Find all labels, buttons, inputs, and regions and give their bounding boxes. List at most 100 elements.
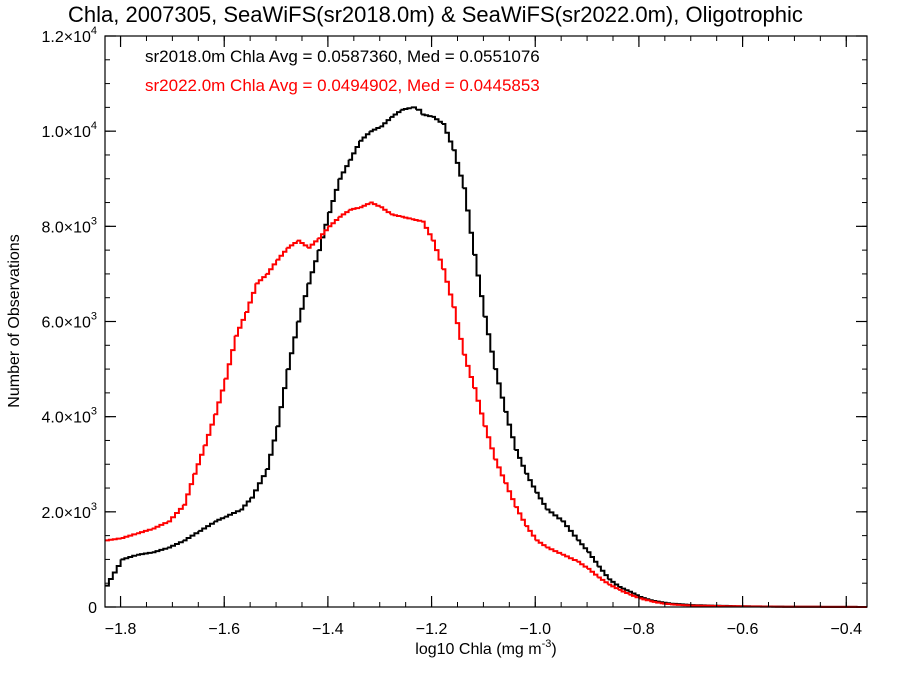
series-0-point-13 (286, 321, 298, 371)
series-1-point-1 (120, 533, 138, 539)
series-1-point-10 (234, 312, 246, 337)
series-1-point-35 (493, 458, 506, 484)
x-tick-label-6: −0.6 (727, 621, 759, 638)
series-1-point-3 (151, 521, 169, 530)
series-1-point-15 (286, 240, 298, 249)
series-0-point-11 (265, 426, 278, 470)
series-1-point-27 (410, 218, 423, 222)
series-0-point-10 (250, 469, 267, 499)
series-0-point-24 (400, 107, 412, 111)
annotation-red: sr2022.0m Chla Avg = 0.0494902, Med = 0.… (145, 76, 540, 95)
series-0-point-9 (239, 497, 252, 511)
y-tick-label-4: 8.0×103 (41, 215, 97, 236)
series-0-point-4 (167, 540, 184, 549)
series-0-point-8 (224, 509, 241, 518)
series-1-point-20 (338, 209, 350, 218)
x-tick-label-0: −1.8 (105, 621, 137, 638)
x-axis-label-end: ) (551, 641, 556, 658)
series-0-point-46 (628, 590, 640, 597)
series-1-point-39 (535, 539, 547, 548)
series-1-point-28 (421, 220, 433, 241)
series-1-point-36 (504, 482, 516, 508)
series-0-point-17 (327, 178, 340, 214)
series-1-point-33 (473, 387, 485, 427)
y-tick-label-3: 6.0×103 (41, 311, 97, 332)
series-0-point-12 (276, 369, 288, 428)
series-1-point-26 (400, 215, 412, 220)
series-0-point-6 (198, 521, 215, 532)
x-tick-label-4: −1.0 (519, 621, 551, 638)
series-1-point-17 (307, 238, 319, 249)
series-0-point-36 (514, 449, 526, 474)
series-0-point-23 (390, 109, 402, 118)
series-1-point-2 (136, 528, 153, 535)
series-layer (105, 106, 867, 608)
series-0-point-29 (441, 123, 454, 151)
series-1-point-44 (597, 576, 609, 585)
series-1-point-46 (618, 588, 630, 595)
series-0-point-1 (120, 554, 138, 561)
series-0-point-3 (151, 547, 169, 554)
series-0-point-37 (524, 472, 537, 493)
series-1-point-8 (213, 378, 226, 416)
series-1-point-23 (369, 201, 381, 208)
series-1-point-25 (390, 213, 402, 217)
x-tick-label-3: −1.2 (416, 621, 448, 638)
series-0-point-2 (136, 551, 153, 556)
series-1-point-42 (576, 560, 589, 569)
y-tick-label-2: 4.0×103 (41, 406, 97, 427)
x-tick-label-1: −1.6 (208, 621, 240, 638)
series-0-point-32 (473, 253, 485, 317)
series-1-point-38 (524, 525, 537, 541)
ticks-layer (105, 35, 867, 608)
series-1-point-24 (379, 206, 392, 215)
series-1-point-13 (265, 259, 278, 275)
series-0-point-40 (561, 520, 578, 541)
series-0-point-21 (369, 126, 381, 133)
series-1-point-14 (276, 247, 288, 261)
series-1-point-0 (105, 537, 122, 542)
series-1-point-30 (441, 268, 454, 308)
series-1-point-31 (452, 306, 464, 355)
series-0-point-30 (452, 149, 464, 189)
series-0-point-27 (421, 113, 433, 118)
series-1-point-4 (167, 504, 184, 523)
x-tick-label-2: −1.4 (312, 621, 344, 638)
x-tick-label-7: −0.4 (830, 621, 862, 638)
series-1-point-9 (224, 335, 236, 380)
y-tick-label-0: 0 (88, 600, 97, 617)
series-1-point-37 (514, 506, 526, 527)
series-1-point-12 (255, 273, 267, 285)
series-0-point-33 (483, 315, 495, 370)
y-tick-label-6: 1.2×104 (41, 25, 97, 46)
series-0-point-0 (105, 559, 122, 587)
chart-title: Chla, 2007305, SeaWiFS(sr2018.0m) & SeaW… (68, 2, 803, 27)
y-tick-label-1: 2.0×103 (41, 501, 97, 522)
series-1-point-16 (296, 239, 309, 248)
series-0-point-26 (416, 108, 423, 115)
series-1-point-6 (193, 445, 205, 475)
series-0-point-14 (296, 283, 309, 323)
series-0-point-7 (213, 516, 226, 523)
series-1-point-22 (359, 202, 371, 209)
series-1-point-18 (317, 226, 329, 240)
series-0-point-47 (638, 596, 651, 601)
series-0-point-19 (348, 140, 360, 161)
series-0-point-41 (576, 539, 589, 553)
series-1-point-34 (483, 425, 495, 460)
series-0-point-28 (431, 115, 443, 124)
series-0-point-5 (182, 530, 200, 542)
tick-labels-layer: −1.8 −1.6 −1.4 −1.2 −1.0 −0.8 −0.6 −0.4 0 2.0×103… (41, 25, 862, 638)
series-0-point-31 (462, 187, 474, 255)
series-0-point-39 (545, 508, 563, 522)
series-1-point-19 (327, 216, 340, 228)
series-0-point-22 (379, 116, 392, 128)
series-1-point-21 (348, 207, 360, 211)
series-1-point-41 (561, 553, 578, 562)
series-1-point-40 (545, 546, 563, 555)
series-0-point-34 (493, 368, 506, 412)
series-1-point-43 (587, 567, 599, 578)
x-tick-label-5: −0.8 (623, 621, 655, 638)
x-axis-label: log10 Chla (mg m-3) (415, 638, 556, 658)
